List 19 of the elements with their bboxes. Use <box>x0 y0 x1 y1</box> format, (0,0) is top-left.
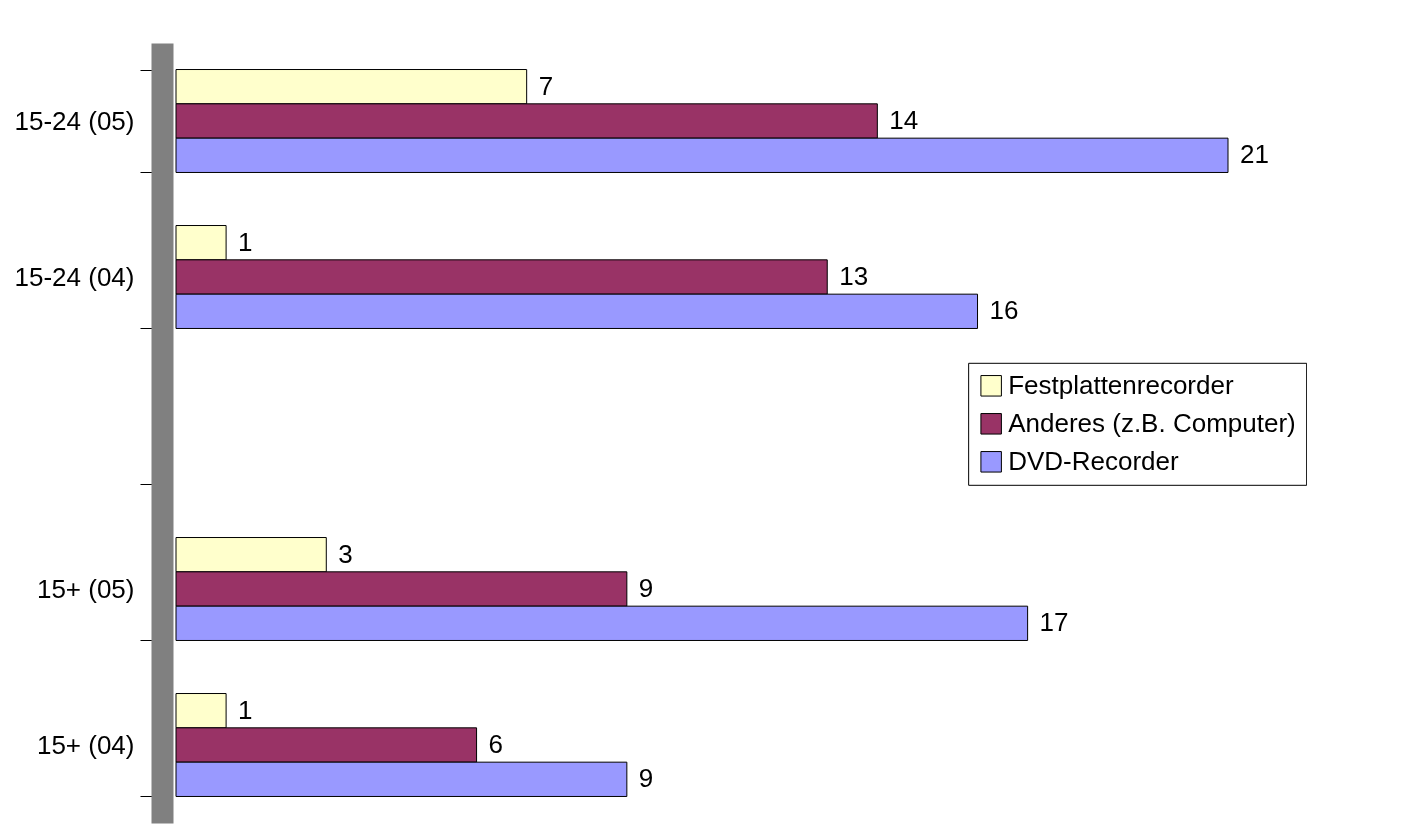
data-label: 1 <box>238 694 253 725</box>
y-tick-label: 15-24 (05) <box>14 105 135 136</box>
data-label: 6 <box>488 729 504 759</box>
data-label: 17 <box>1039 607 1069 638</box>
data-label: 13 <box>839 261 869 291</box>
y-tick-label: 15+ (04) <box>36 729 135 760</box>
data-label: 1 <box>238 226 253 257</box>
data-label: 14 <box>889 105 919 135</box>
data-label: 9 <box>638 573 654 603</box>
data-label: 3 <box>338 538 353 569</box>
legend-label: Anderes (z.B. Computer) <box>1008 407 1296 438</box>
data-label: 16 <box>989 295 1019 326</box>
y-tick-label: 15-24 (04) <box>14 261 135 292</box>
data-label: 21 <box>1240 139 1269 170</box>
data-label: 7 <box>538 70 554 101</box>
data-label: 9 <box>638 763 654 794</box>
legend-label: Festplattenrecorder <box>1008 369 1234 400</box>
y-tick-label: 15+ (05) <box>36 573 135 604</box>
legend-label: DVD-Recorder <box>1008 445 1179 476</box>
